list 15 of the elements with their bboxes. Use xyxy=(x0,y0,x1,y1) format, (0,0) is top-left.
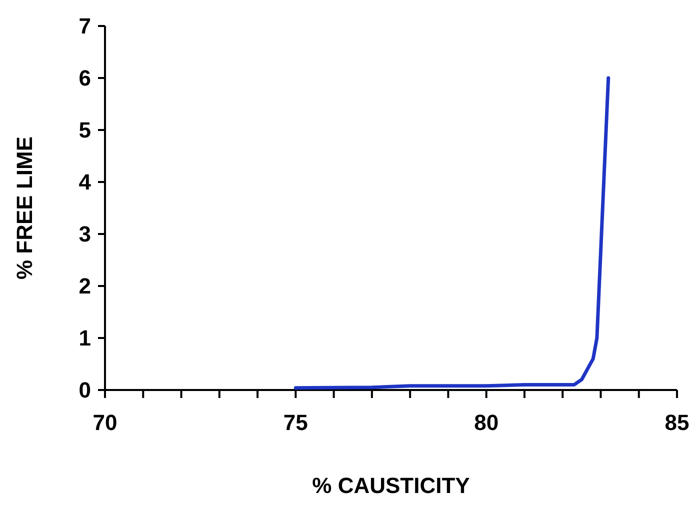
x-tick-label: 70 xyxy=(92,410,118,435)
y-tick-label: 6 xyxy=(78,66,91,91)
y-tick-label: 0 xyxy=(78,378,91,403)
y-tick-label: 4 xyxy=(78,170,92,195)
x-axis-title: % CAUSTICITY xyxy=(312,473,470,498)
y-tick-label: 5 xyxy=(78,118,91,143)
y-tick-label: 1 xyxy=(78,326,91,351)
x-tick-label: 75 xyxy=(283,410,308,435)
x-tick-label: 80 xyxy=(474,410,499,435)
y-tick-label: 7 xyxy=(78,14,91,39)
y-tick-label: 3 xyxy=(78,222,91,247)
y-axis-title: % FREE LIME xyxy=(12,136,37,280)
y-tick-label: 2 xyxy=(78,274,91,299)
line-series xyxy=(294,76,610,390)
x-tick-label: 85 xyxy=(664,410,690,435)
